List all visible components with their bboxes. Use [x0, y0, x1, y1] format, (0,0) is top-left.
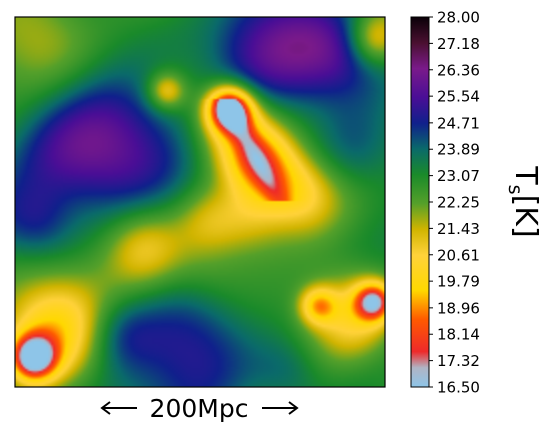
heatmap-frame: [14, 16, 386, 388]
colorbar-tick-label: 16.50: [437, 379, 480, 397]
colorbar-title-unit: [K]: [508, 195, 543, 238]
colorbar-tick-label: 19.79: [437, 273, 480, 291]
scale-bar-label: 200Mpc: [150, 394, 249, 423]
colorbar-tick-label: 23.07: [437, 167, 480, 185]
colorbar: 28.00 27.18 26.36 25.54 24.71 23.89 23.07 22.25…: [410, 9, 543, 397]
colorbar-tick-label: 25.54: [437, 88, 480, 106]
colorbar-tick-label: 22.25: [437, 194, 480, 212]
colorbar-title: Ts[K]: [504, 165, 543, 237]
scale-arrowhead-left-icon: [100, 401, 111, 415]
colorbar-tick-label: 18.96: [437, 299, 480, 317]
colorbar-tick-label: 27.18: [437, 35, 480, 53]
colorbar-tick-label: 18.14: [437, 326, 480, 344]
colorbar-gradient: [411, 17, 429, 387]
colorbar-tick-label: 23.89: [437, 141, 480, 159]
scale-arrowhead-right-icon: [288, 401, 299, 415]
heatmap-image: [15, 17, 385, 387]
scale-bar: 200Mpc: [100, 394, 299, 423]
colorbar-tick-label: 21.43: [437, 220, 480, 238]
colorbar-tick-label: 28.00: [437, 9, 480, 27]
colorbar-tick-label: 20.61: [437, 246, 480, 264]
colorbar-tick-label: 24.71: [437, 114, 480, 132]
colorbar-title-main: T: [508, 165, 543, 185]
heatmap-panel: [14, 16, 386, 388]
colorbar-tick-label: 26.36: [437, 61, 480, 79]
colorbar-ticks: 28.00 27.18 26.36 25.54 24.71 23.89 23.07 22.25…: [429, 9, 480, 397]
colorbar-tick-label: 17.32: [437, 352, 480, 370]
colorbar-title-sub: s: [504, 185, 526, 195]
